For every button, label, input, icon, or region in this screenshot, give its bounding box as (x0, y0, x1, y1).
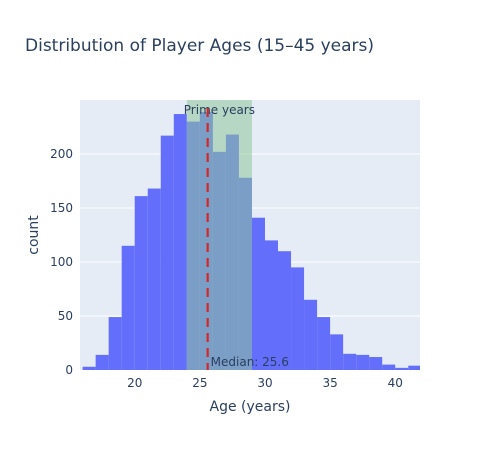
prime-years-label: Prime years (184, 103, 255, 117)
histogram-bar (108, 317, 122, 370)
x-axis-ticks: 20 25 30 35 40 (127, 376, 403, 390)
histogram-bar (369, 357, 383, 370)
histogram-bar (330, 334, 344, 370)
histogram-bar (291, 267, 305, 370)
histogram-bar (173, 114, 187, 370)
x-axis-label: Age (years) (210, 399, 291, 415)
prime-years-band (186, 100, 252, 370)
y-tick-label: 0 (65, 363, 73, 377)
y-tick-label: 150 (50, 201, 73, 215)
histogram-bar (251, 217, 265, 370)
histogram-bar (317, 317, 331, 370)
histogram-bar (356, 354, 370, 370)
histogram-bar (160, 135, 174, 370)
histogram-bar (382, 364, 396, 370)
y-tick-label: 200 (50, 147, 73, 161)
chart-title: Distribution of Player Ages (15–45 years… (25, 36, 374, 56)
median-group: Median: 25.6 (206, 108, 289, 370)
histogram-bar (147, 188, 161, 370)
y-axis-ticks: 0 50 100 150 200 (50, 147, 73, 377)
histogram-bar (95, 354, 109, 370)
histogram-bar (121, 245, 135, 370)
histogram-bar (278, 251, 292, 370)
histogram-bar (134, 196, 148, 370)
x-tick-label: 30 (257, 376, 272, 390)
histogram-bar (264, 240, 279, 370)
histogram-bar (395, 367, 409, 370)
histogram-bar (408, 365, 420, 370)
histogram-bar (343, 353, 357, 370)
y-tick-label: 50 (58, 309, 73, 323)
x-tick-label: 25 (192, 376, 207, 390)
prime-band-group: Prime years (184, 100, 255, 370)
histogram-bar (82, 366, 96, 370)
x-tick-label: 20 (127, 376, 142, 390)
x-tick-label: 40 (388, 376, 403, 390)
x-tick-label: 35 (322, 376, 337, 390)
median-label: Median: 25.6 (211, 355, 289, 369)
histogram-bar (304, 299, 318, 370)
y-tick-label: 100 (50, 255, 73, 269)
y-axis-label: count (26, 215, 42, 255)
